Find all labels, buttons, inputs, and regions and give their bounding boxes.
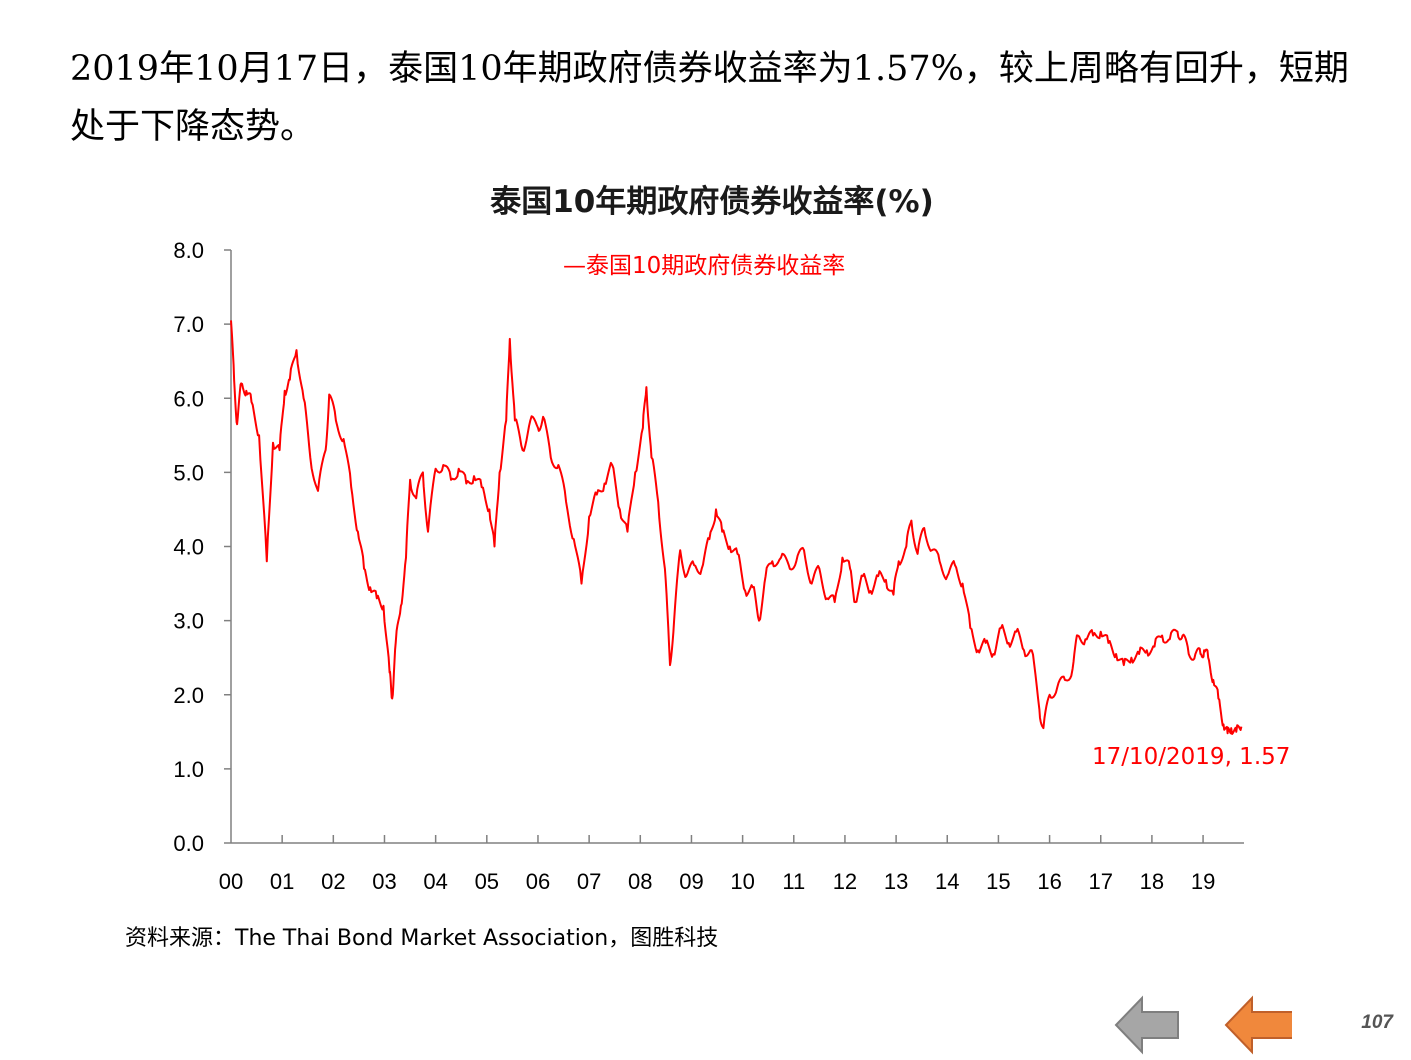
y-tick-label: 1.0 bbox=[173, 757, 204, 782]
x-tick-label: 16 bbox=[1037, 869, 1061, 894]
y-tick-label: 8.0 bbox=[173, 238, 204, 263]
x-tick-label: 18 bbox=[1140, 869, 1164, 894]
y-tick-label: 6.0 bbox=[173, 386, 204, 411]
chart-tick-labels: 0.0 1.0 2.0 3.0 4.0 5.0 6.0 7.0 8.0 00 01 02 03 04 05 0… bbox=[173, 238, 1215, 894]
chart-series bbox=[230, 320, 1243, 735]
x-tick-label: 13 bbox=[884, 869, 908, 894]
x-tick-label: 01 bbox=[270, 869, 294, 894]
y-tick-label: 2.0 bbox=[173, 683, 204, 708]
x-tick-label: 11 bbox=[782, 869, 805, 894]
x-tick-label: 10 bbox=[730, 869, 754, 894]
y-tick-label: 3.0 bbox=[173, 609, 204, 634]
page-number: 107 bbox=[1361, 1012, 1393, 1033]
x-tick-label: 17 bbox=[1089, 869, 1113, 894]
y-tick-label: 4.0 bbox=[173, 535, 204, 560]
intro-paragraph: 2019年10月17日，泰国10年期政府债券收益率为1.57%，较上周略有回升，… bbox=[70, 49, 1349, 147]
x-tick-label: 08 bbox=[628, 869, 652, 894]
x-tick-label: 19 bbox=[1191, 869, 1215, 894]
legend-label: —泰国10期政府债券收益率 bbox=[563, 253, 845, 279]
x-tick-label: 15 bbox=[986, 869, 1010, 894]
nav-back-button[interactable] bbox=[1112, 990, 1182, 1060]
series-line bbox=[230, 320, 1243, 735]
chart-title: 泰国10年期政府债券收益率(%) bbox=[490, 184, 934, 220]
last-value-annotation: 17/10/2019, 1.57 bbox=[1092, 744, 1290, 770]
source-note: 资料来源：The Thai Bond Market Association，图胜… bbox=[125, 926, 719, 951]
yield-chart: 泰国10年期政府债券收益率(%) 0.0 1.0 2.0 3.0 4.0 5.0 6.0 7.… bbox=[173, 184, 1290, 894]
y-tick-label: 7.0 bbox=[173, 312, 204, 337]
x-tick-label: 14 bbox=[935, 869, 959, 894]
x-tick-label: 02 bbox=[321, 869, 345, 894]
arrow-left-icon bbox=[1114, 995, 1179, 1055]
x-tick-label: 07 bbox=[577, 869, 601, 894]
y-tick-label: 5.0 bbox=[173, 460, 204, 485]
arrow-left-icon bbox=[1224, 995, 1292, 1055]
x-tick-label: 00 bbox=[219, 869, 243, 894]
x-tick-label: 06 bbox=[526, 869, 550, 894]
chart-axes bbox=[224, 249, 1244, 844]
nav-next-button[interactable] bbox=[1222, 990, 1292, 1060]
x-tick-label: 05 bbox=[475, 869, 499, 894]
x-tick-label: 09 bbox=[679, 869, 703, 894]
y-tick-label: 0.0 bbox=[173, 831, 204, 856]
x-tick-label: 03 bbox=[372, 869, 396, 894]
x-tick-label: 12 bbox=[833, 869, 857, 894]
x-tick-label: 04 bbox=[423, 869, 447, 894]
